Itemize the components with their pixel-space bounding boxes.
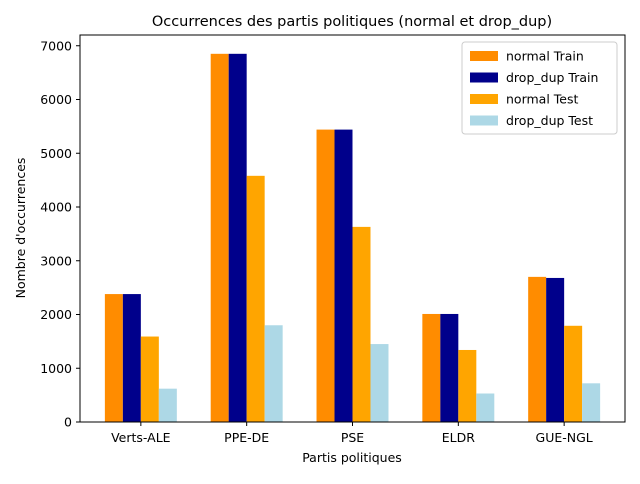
legend-swatch bbox=[470, 94, 498, 104]
x-tick-label: Verts-ALE bbox=[111, 430, 171, 445]
y-tick-label: 7000 bbox=[40, 38, 72, 53]
legend-label: normal Test bbox=[506, 92, 578, 107]
legend-swatch bbox=[470, 115, 498, 126]
legend: normal Train drop_dup Train normal Test dro… bbox=[461, 41, 618, 135]
legend-box bbox=[461, 41, 618, 135]
bar-normal-test-gue-ngl bbox=[564, 325, 583, 422]
bar-normal-train-ppe-de bbox=[210, 53, 229, 422]
x-tick-label: ELDR bbox=[442, 430, 475, 445]
bar-normal-train-verts-ale bbox=[104, 294, 123, 422]
bar-drop-dup-test-eldr bbox=[476, 393, 495, 422]
bar-drop-dup-train-pse bbox=[334, 129, 353, 422]
bar-drop-dup-train-gue-ngl bbox=[546, 277, 565, 422]
y-tick-label: 1000 bbox=[40, 361, 72, 376]
bar-drop-dup-train-verts-ale bbox=[122, 294, 141, 422]
y-tick-label: 3000 bbox=[40, 253, 72, 268]
legend-label: drop_dup Train bbox=[506, 70, 598, 85]
bar-normal-test-verts-ale bbox=[140, 336, 159, 422]
bar-drop-dup-test-ppe-de bbox=[264, 325, 283, 422]
chart-title: Occurrences des partis politiques (norma… bbox=[152, 14, 552, 30]
legend-swatch bbox=[470, 72, 498, 83]
bars-group bbox=[104, 53, 601, 422]
legend-label: normal Train bbox=[506, 49, 584, 64]
bar-normal-test-pse bbox=[352, 226, 371, 422]
x-tick-label: GUE-NGL bbox=[536, 430, 593, 445]
bar-drop-dup-train-ppe-de bbox=[228, 53, 247, 422]
bar-normal-test-ppe-de bbox=[246, 175, 265, 422]
bar-drop-dup-test-gue-ngl bbox=[582, 383, 601, 422]
y-tick-label: 2000 bbox=[40, 307, 72, 322]
y-tick-label: 4000 bbox=[40, 200, 72, 215]
bar-normal-train-eldr bbox=[422, 313, 441, 422]
x-axis-label: Partis politiques bbox=[302, 450, 402, 465]
bar-drop-dup-test-verts-ale bbox=[158, 388, 177, 422]
y-axis-label: Nombre d'occurrences bbox=[13, 158, 28, 299]
legend-swatch bbox=[470, 51, 498, 61]
legend-label: drop_dup Test bbox=[506, 113, 593, 128]
y-tick-label: 0 bbox=[64, 415, 72, 430]
bar-normal-train-pse bbox=[316, 129, 335, 422]
bar-drop-dup-test-pse bbox=[370, 344, 389, 422]
x-tick-label: PPE-DE bbox=[224, 430, 269, 445]
x-tick-label: PSE bbox=[341, 430, 364, 445]
bar-normal-train-gue-ngl bbox=[528, 276, 547, 422]
bar-normal-test-eldr bbox=[458, 349, 477, 422]
y-tick-label: 6000 bbox=[40, 92, 72, 107]
y-tick-label: 5000 bbox=[40, 146, 72, 161]
axes-group: 0 1000 2000 3000 4000 5000 6000 7000 Verts-ALE PP… bbox=[40, 34, 626, 445]
bar-drop-dup-train-eldr bbox=[440, 313, 459, 422]
